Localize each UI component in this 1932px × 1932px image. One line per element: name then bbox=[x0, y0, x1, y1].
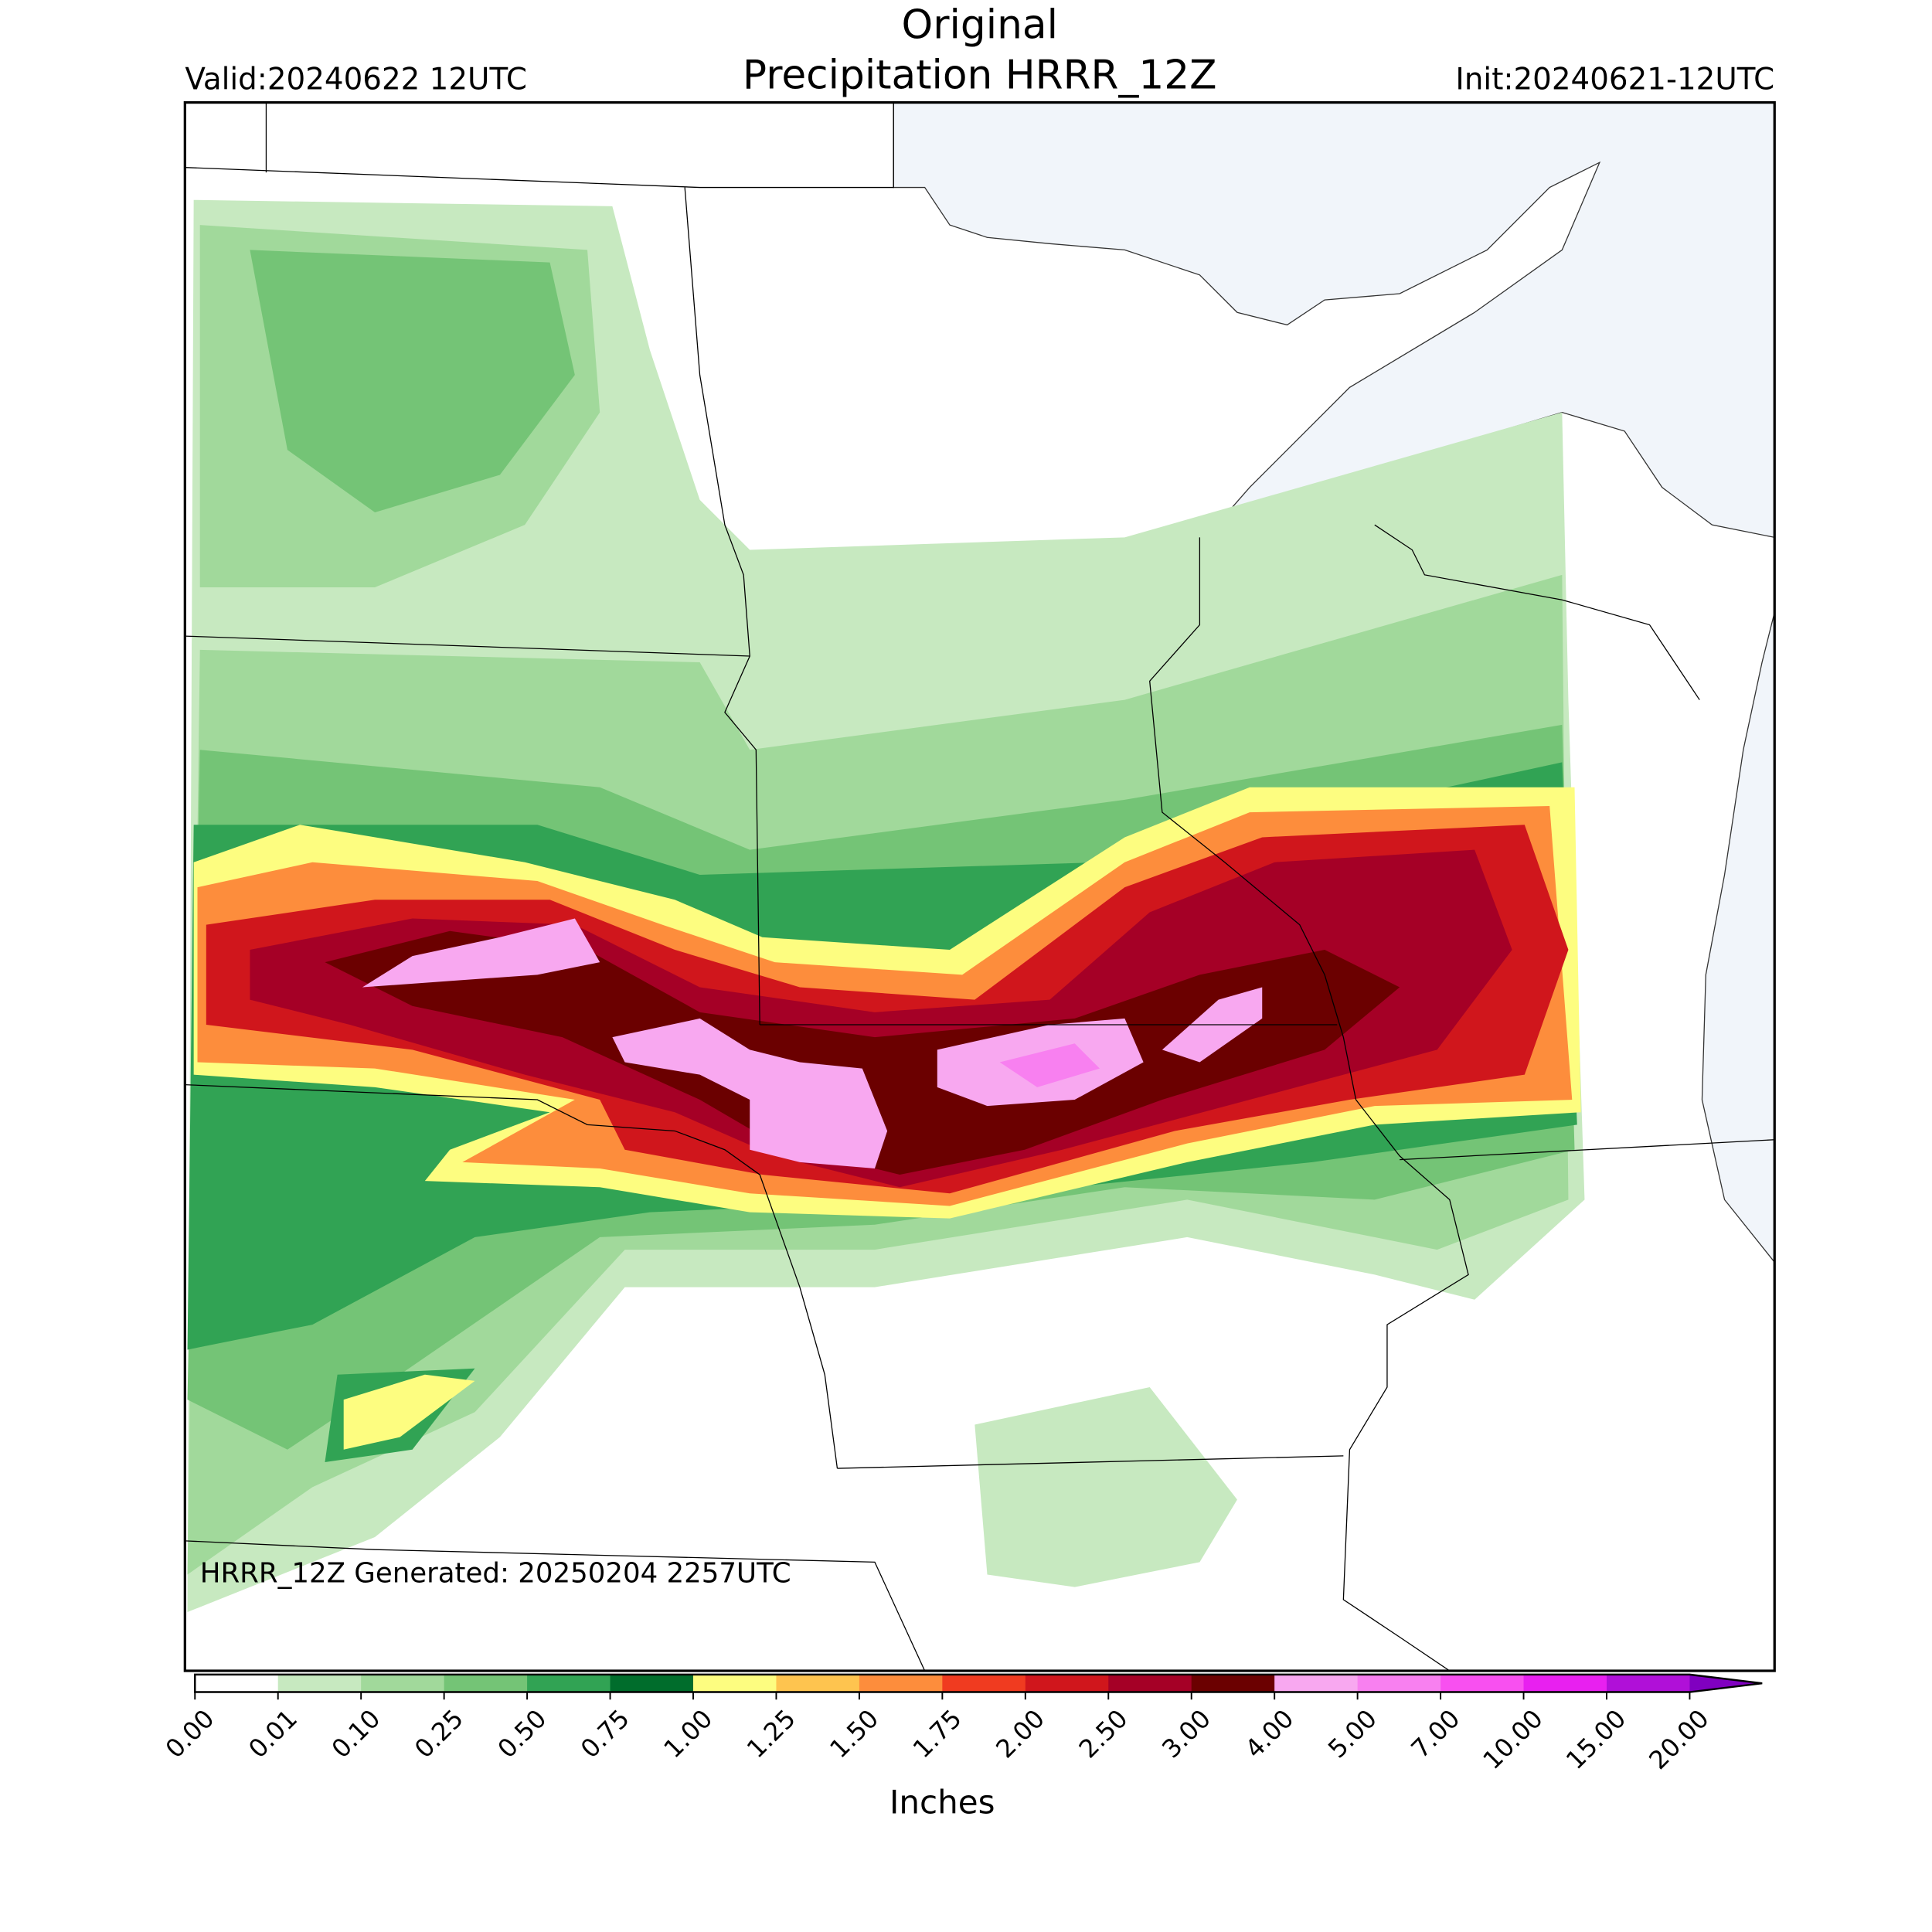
map-frame bbox=[183, 100, 1776, 1672]
colorbar-segment bbox=[527, 1674, 611, 1692]
borders bbox=[185, 102, 1775, 1672]
colorbar-tick-label: 5.00 bbox=[1322, 1704, 1383, 1764]
colorbar-segment bbox=[1440, 1674, 1525, 1692]
colorbar-tick-label: 7.00 bbox=[1406, 1704, 1466, 1764]
precip-maroon bbox=[325, 930, 1400, 1175]
colorbar-tick-label: 10.00 bbox=[1478, 1704, 1549, 1775]
colorbar-tick-label: 1.50 bbox=[824, 1704, 884, 1764]
colorbar-segment bbox=[1025, 1674, 1110, 1692]
colorbar-tick-label: 2.50 bbox=[1073, 1704, 1134, 1764]
init-time: Init:20240621-12UTC bbox=[1455, 63, 1774, 97]
colorbar-tick-label: 0.01 bbox=[243, 1704, 303, 1764]
title-line: Precipitation HRRR_12Z bbox=[743, 52, 1217, 98]
colorbar-tick-label: 0.75 bbox=[575, 1704, 635, 1764]
precip-light bbox=[975, 1386, 1237, 1587]
colorbar-segment bbox=[195, 1674, 279, 1692]
precip-magenta bbox=[999, 1043, 1100, 1087]
title-line: Original bbox=[902, 2, 1058, 49]
colorbar-tick-label: 1.25 bbox=[741, 1704, 801, 1764]
valid-time: Valid:20240622 12UTC bbox=[185, 63, 527, 97]
colorbar-tick-label: 1.75 bbox=[907, 1704, 968, 1764]
colorbar-segment bbox=[692, 1674, 777, 1692]
lake bbox=[1701, 612, 1775, 1264]
colorbar-tick-label: 0.50 bbox=[492, 1704, 553, 1764]
colorbar: 0.00 0.01 0.10 0.25 0.50 0.75 1.00 1.25 1.50 1.75… bbox=[160, 1673, 1763, 1775]
map bbox=[185, 102, 1775, 1672]
colorbar-segment bbox=[1523, 1674, 1607, 1692]
colorbar-tick-label: 0.25 bbox=[409, 1704, 469, 1764]
colorbar-segment bbox=[1108, 1674, 1192, 1692]
colorbar-segment bbox=[859, 1674, 944, 1692]
colorbar-segment bbox=[361, 1674, 445, 1692]
colorbar-tick-label: 3.00 bbox=[1156, 1704, 1216, 1764]
precip-pink bbox=[362, 918, 1263, 1168]
colorbar-segment bbox=[776, 1674, 860, 1692]
colorbar-segment bbox=[1274, 1674, 1359, 1692]
colorbar-segment bbox=[610, 1674, 694, 1692]
lake bbox=[893, 102, 1775, 539]
colorbar-segment bbox=[1357, 1674, 1441, 1692]
colorbar-extension bbox=[1689, 1674, 1763, 1692]
footer-note: HRRR_12Z Generated: 20250204 2257UTC bbox=[200, 1558, 791, 1590]
colorbar-segment bbox=[1606, 1674, 1691, 1692]
colorbar-tick-label: 2.00 bbox=[990, 1704, 1050, 1764]
colorbar-outline bbox=[194, 1673, 1763, 1693]
colorbar-label: Inches bbox=[889, 1784, 995, 1821]
colorbar-segment bbox=[277, 1674, 362, 1692]
colorbar-tick-label: 0.00 bbox=[160, 1704, 220, 1764]
colorbar-tick-label: 0.10 bbox=[326, 1704, 386, 1764]
colorbar-segment bbox=[942, 1674, 1026, 1692]
colorbar-segment bbox=[444, 1674, 528, 1692]
colorbar-tick-label: 20.00 bbox=[1643, 1704, 1714, 1775]
colorbar-tick-label: 15.00 bbox=[1560, 1704, 1631, 1775]
colorbar-tick-label: 4.00 bbox=[1240, 1704, 1300, 1764]
colorbar-tick-label: 1.00 bbox=[658, 1704, 719, 1764]
colorbar-segment bbox=[1191, 1674, 1275, 1692]
